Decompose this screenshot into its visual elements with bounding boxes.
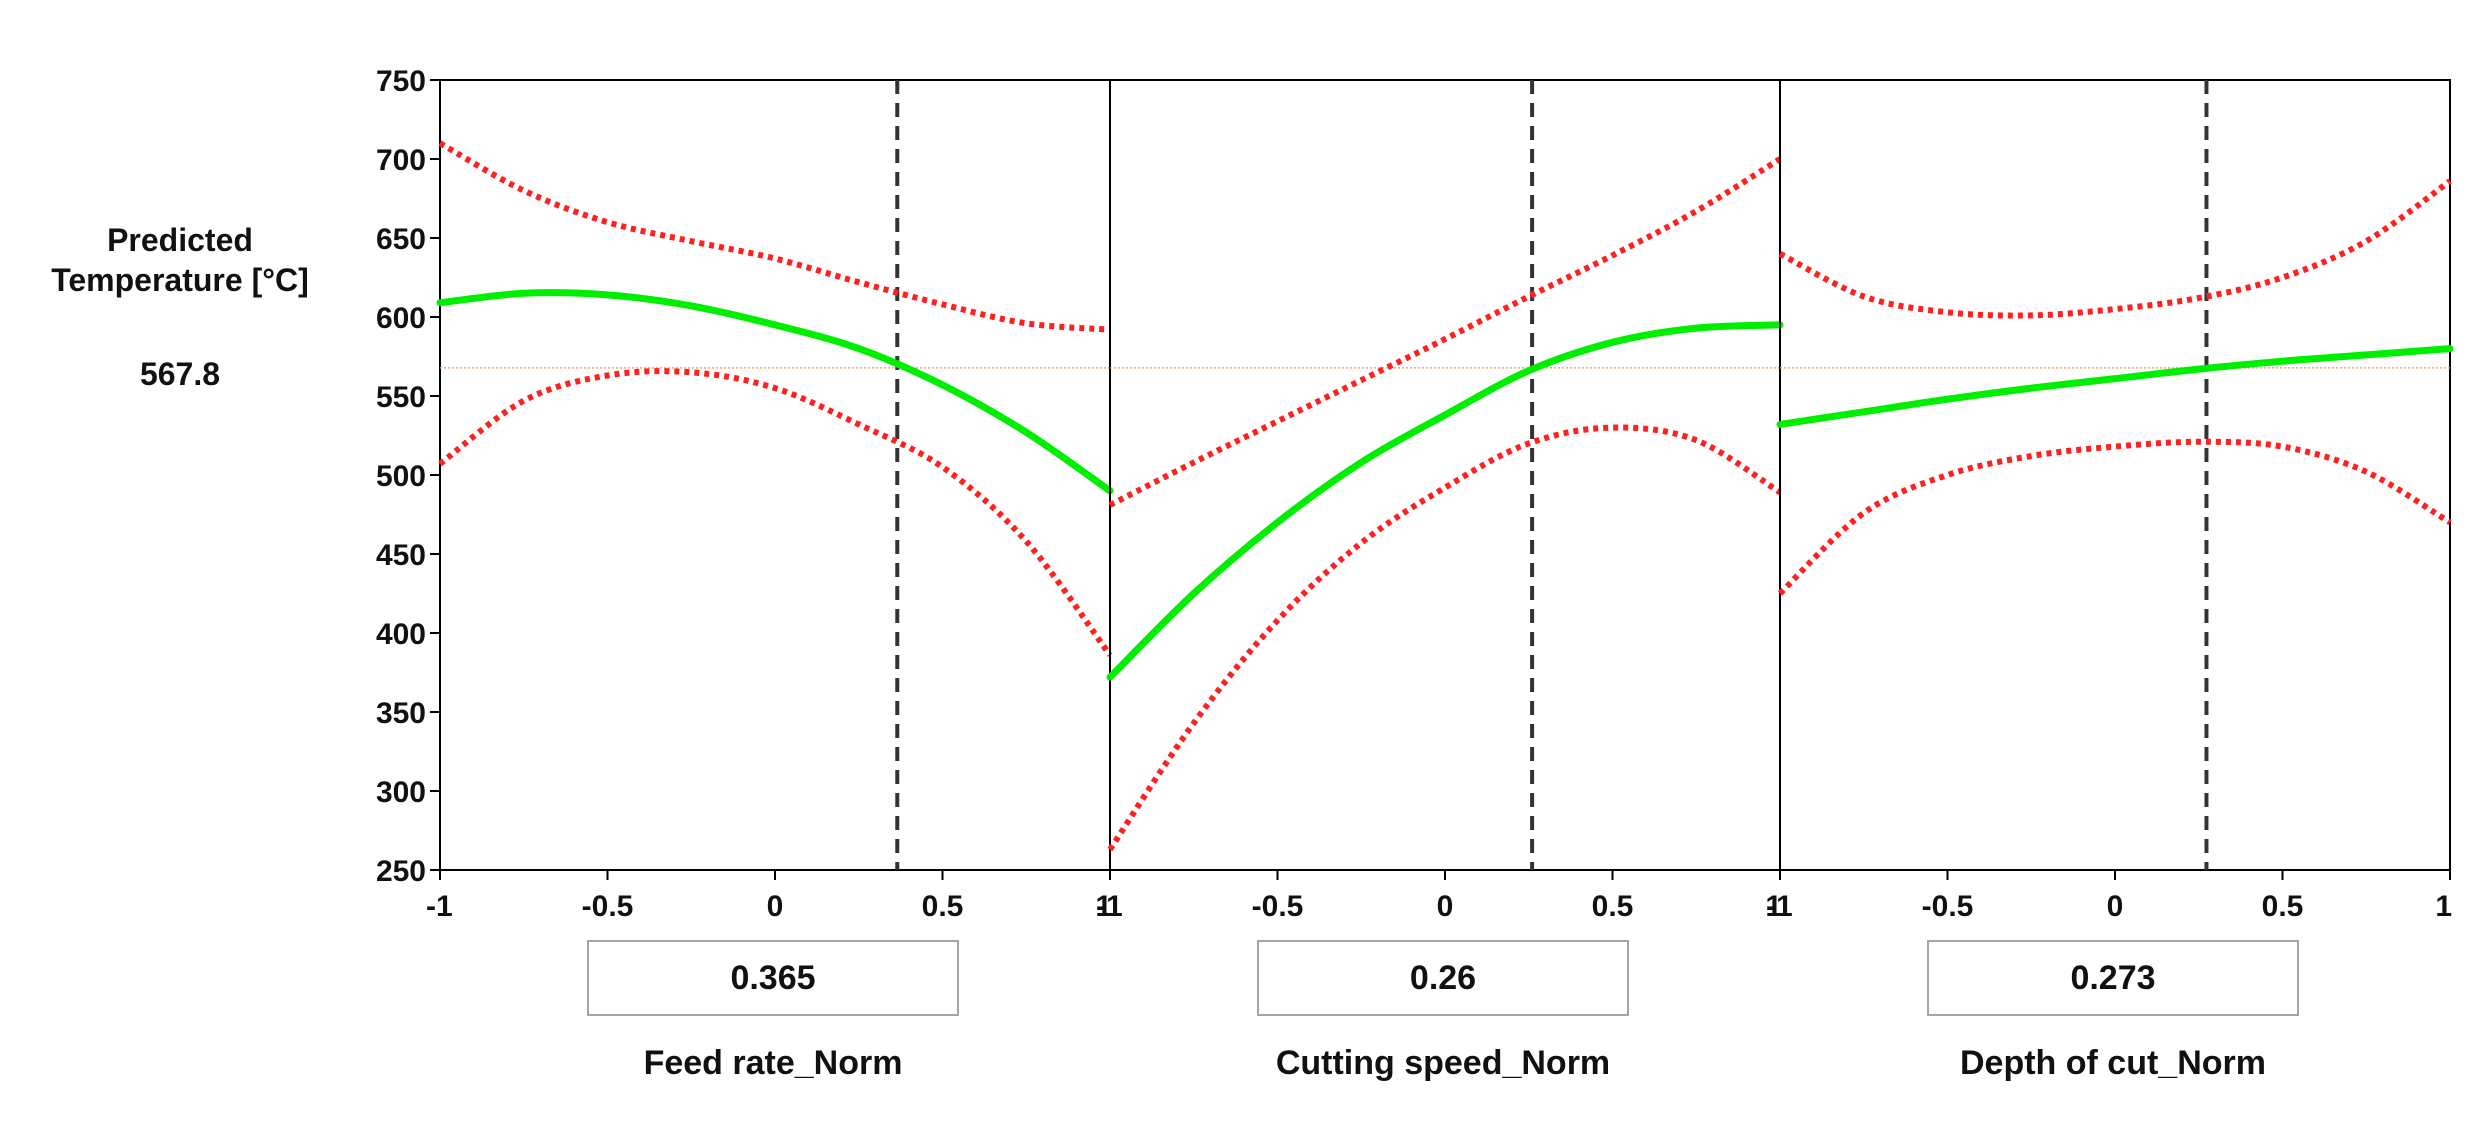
x-tick-label: -1: [426, 890, 453, 923]
y-tick-label: 450: [376, 539, 426, 572]
cutting-speed-value-box[interactable]: 0.26: [1257, 940, 1629, 1016]
cutting-speed-norm-upper-bound-line: [1108, 156, 1782, 508]
depth-of-cut-norm-prediction-line: [1776, 345, 2454, 428]
x-tick-label: 1: [2435, 890, 2452, 923]
cutting-speed-norm-panel-frame: [1109, 79, 1781, 871]
x-tick-label: -1: [1766, 890, 1793, 923]
cutting-speed-norm-lower-bound-line: [1107, 424, 1782, 852]
y-tick-label: 500: [376, 460, 426, 493]
x-tick-label: 1: [1765, 890, 1782, 923]
y-axis-label-line2: Temperature [°C]: [51, 262, 309, 298]
depth-of-cut-norm-panel-frame: [1779, 79, 2451, 871]
feed-rate-norm-lower-bound-line: [438, 368, 1113, 657]
feed-rate-axis-label: Feed rate_Norm: [643, 1044, 903, 1082]
y-tick-label: 300: [376, 776, 426, 809]
cutting-speed-axis-label: Cutting speed_Norm: [1275, 1044, 1611, 1082]
feed-rate-norm-upper-bound-line: [438, 140, 1111, 333]
depth-of-cut-axis-label: Depth of cut_Norm: [1960, 1044, 2266, 1082]
x-tick-label: 1: [1095, 890, 1112, 923]
y-tick-label: 350: [376, 697, 426, 730]
y-axis-label-line1: Predicted: [107, 222, 253, 258]
x-tick-label: 0: [1437, 890, 1454, 923]
y-tick-label: 650: [376, 223, 426, 256]
predicted-value: 567.8: [139, 356, 221, 392]
y-tick-label: 750: [376, 65, 426, 98]
y-tick-label: 400: [376, 618, 426, 651]
x-tick-label: 0.5: [1592, 890, 1634, 923]
feed-rate-value-box[interactable]: 0.365: [587, 940, 959, 1016]
y-axis-label: Predicted Temperature [°C]: [0, 220, 360, 300]
feed-rate-norm-prediction-line: [436, 289, 1114, 495]
x-tick-label: -0.5: [582, 890, 634, 923]
depth-of-cut-norm-lower-bound-line: [1777, 438, 2452, 596]
y-tick-label: 700: [376, 144, 426, 177]
x-tick-label: 0: [767, 890, 784, 923]
x-tick-label: 0.5: [2262, 890, 2304, 923]
x-tick-label: -0.5: [1922, 890, 1974, 923]
depth-of-cut-norm-upper-bound-line: [1778, 178, 2452, 319]
y-tick-label: 250: [376, 855, 426, 888]
x-tick-label: 0: [2107, 890, 2124, 923]
depth-of-cut-value-box[interactable]: 0.273: [1927, 940, 2299, 1016]
x-tick-label: -0.5: [1252, 890, 1304, 923]
y-tick-label: 600: [376, 302, 426, 335]
x-tick-label: -1: [1096, 890, 1123, 923]
cutting-speed-norm-prediction-line: [1106, 321, 1784, 681]
y-tick-label: 550: [376, 381, 426, 414]
x-tick-label: 0.5: [922, 890, 964, 923]
